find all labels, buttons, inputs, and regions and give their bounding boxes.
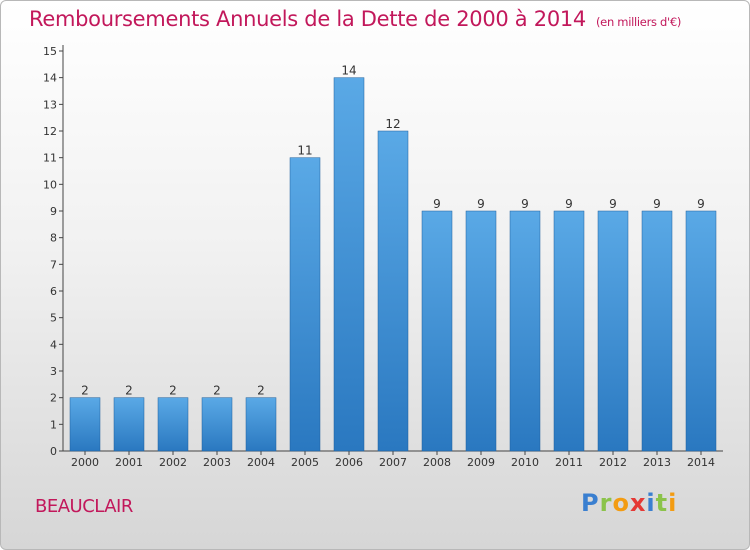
y-tick-label: 10 bbox=[43, 178, 57, 191]
logo-letter: t bbox=[655, 489, 669, 517]
bar-value-label: 9 bbox=[653, 197, 661, 211]
y-tick-label: 9 bbox=[50, 205, 57, 218]
x-tick-label: 2009 bbox=[467, 456, 495, 469]
logo-letter: P bbox=[581, 489, 600, 517]
bar bbox=[377, 130, 409, 452]
bar bbox=[421, 210, 453, 452]
bar bbox=[69, 397, 101, 452]
bar bbox=[113, 397, 145, 452]
x-tick-label: 2000 bbox=[71, 456, 99, 469]
bar-value-label: 9 bbox=[433, 197, 441, 211]
bar bbox=[465, 210, 497, 452]
logo-letter: i bbox=[668, 489, 678, 517]
bar bbox=[289, 157, 321, 452]
bar-value-label: 9 bbox=[521, 197, 529, 211]
bar bbox=[333, 77, 365, 452]
data-labels: 2 2 2 2 2 11 14 12 9 9 9 9 9 9 9 bbox=[81, 64, 705, 398]
x-tick-label: 2012 bbox=[599, 456, 627, 469]
logo-letter: r bbox=[599, 489, 613, 517]
bar-value-label: 9 bbox=[697, 197, 705, 211]
y-tick-label: 0 bbox=[50, 445, 57, 458]
bar bbox=[509, 210, 541, 452]
x-tick-label: 2005 bbox=[291, 456, 319, 469]
city-name: BEAUCLAIR bbox=[35, 496, 133, 517]
bar-value-label: 9 bbox=[609, 197, 617, 211]
bar-value-label: 2 bbox=[169, 384, 177, 398]
bar bbox=[157, 397, 189, 452]
x-tick-label: 2011 bbox=[555, 456, 583, 469]
bar-value-label: 9 bbox=[477, 197, 485, 211]
bars bbox=[69, 77, 717, 452]
y-tick-label: 7 bbox=[50, 258, 57, 271]
bar bbox=[245, 397, 277, 452]
x-tick-label: 2014 bbox=[687, 456, 715, 469]
x-tick-label: 2006 bbox=[335, 456, 363, 469]
x-tick-label: 2007 bbox=[379, 456, 407, 469]
bar bbox=[641, 210, 673, 452]
bar bbox=[201, 397, 233, 452]
bar-value-label: 9 bbox=[565, 197, 573, 211]
x-tick-label: 2008 bbox=[423, 456, 451, 469]
x-tick-label: 2004 bbox=[247, 456, 275, 469]
logo-letter: i bbox=[646, 489, 656, 517]
y-tick-label: 2 bbox=[50, 392, 57, 405]
y-tick-label: 14 bbox=[43, 72, 57, 85]
bar bbox=[597, 210, 629, 452]
proxiti-logo: Proxiti bbox=[581, 489, 677, 517]
unit-label: (en milliers d'€) bbox=[596, 15, 682, 29]
bar-value-label: 2 bbox=[81, 384, 89, 398]
bar bbox=[553, 210, 585, 452]
logo-letter: x bbox=[629, 489, 647, 517]
y-tick-label: 15 bbox=[43, 45, 57, 58]
y-tick-label: 13 bbox=[43, 98, 57, 111]
y-tick-label: 12 bbox=[43, 125, 57, 138]
chart-title: Remboursements Annuels de la Dette de 20… bbox=[29, 7, 681, 31]
y-tick-label: 5 bbox=[50, 312, 57, 325]
x-tick-label: 2002 bbox=[159, 456, 187, 469]
y-tick-label: 6 bbox=[50, 285, 57, 298]
bar-value-label: 2 bbox=[125, 384, 133, 398]
x-tick-label: 2003 bbox=[203, 456, 231, 469]
bar-value-label: 12 bbox=[385, 117, 400, 131]
y-tick-label: 3 bbox=[50, 365, 57, 378]
y-tick-label: 11 bbox=[43, 152, 57, 165]
bar bbox=[685, 210, 717, 452]
bar-value-label: 2 bbox=[213, 384, 221, 398]
x-tick-label: 2001 bbox=[115, 456, 143, 469]
y-tick-label: 8 bbox=[50, 232, 57, 245]
bar-value-label: 11 bbox=[297, 144, 312, 158]
logo-letter: o bbox=[612, 489, 630, 517]
title-text: Remboursements Annuels de la Dette de 20… bbox=[29, 7, 586, 31]
x-tick-label: 2010 bbox=[511, 456, 539, 469]
x-tick-label: 2013 bbox=[643, 456, 671, 469]
y-tick-label: 1 bbox=[50, 418, 57, 431]
bar-value-label: 14 bbox=[341, 64, 356, 78]
y-tick-label: 4 bbox=[50, 338, 57, 351]
bar-value-label: 2 bbox=[257, 384, 265, 398]
